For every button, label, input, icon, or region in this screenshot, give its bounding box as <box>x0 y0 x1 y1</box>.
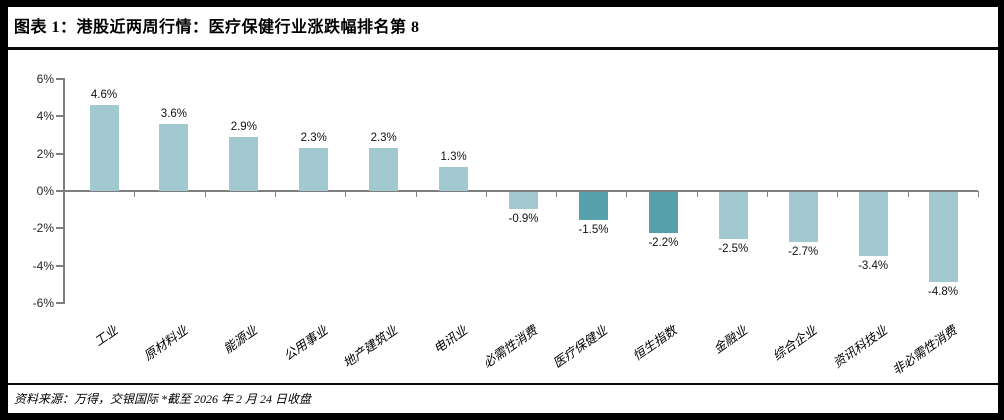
bar-医疗保健业 <box>578 192 608 221</box>
x-axis-label: 恒生指数 <box>630 323 680 364</box>
bar-必需性消费 <box>509 192 539 209</box>
x-axis-tick <box>767 191 769 197</box>
bar-电讯业 <box>439 166 469 191</box>
x-axis-tick <box>907 191 909 197</box>
bar-value-label: 2.3% <box>300 131 327 144</box>
bar-value-label: -2.2% <box>648 237 679 250</box>
x-axis-label: 公用事业 <box>281 323 331 364</box>
x-axis-tick <box>837 191 839 197</box>
x-axis-tick <box>626 191 628 197</box>
bar-能源业 <box>229 136 259 191</box>
bar-value-label: 2.3% <box>370 131 397 144</box>
x-axis-tick <box>415 191 417 197</box>
frame-border-left <box>0 0 8 420</box>
y-axis-tick <box>56 190 63 192</box>
x-axis-label: 能源业 <box>221 323 261 357</box>
x-axis-label: 地产建筑业 <box>340 323 401 371</box>
bar-金融业 <box>718 192 748 239</box>
y-axis-label: -2% <box>32 221 54 236</box>
y-axis-label: 4% <box>36 109 54 124</box>
frame-border-bottom <box>0 413 1004 420</box>
x-axis-tick <box>274 191 276 197</box>
y-axis-tick <box>56 152 63 155</box>
x-axis-label: 金融业 <box>710 323 750 357</box>
y-axis-tick <box>56 227 63 230</box>
x-axis-label: 医疗保健业 <box>550 323 610 371</box>
bar-工业 <box>89 104 119 191</box>
y-axis-label: 6% <box>36 71 54 86</box>
y-axis-label: -4% <box>32 258 54 273</box>
y-axis-tick <box>56 115 63 118</box>
x-axis-label: 原材料业 <box>141 323 191 364</box>
bar-value-label: 3.6% <box>160 107 188 120</box>
bar-非必需性消费 <box>928 192 958 282</box>
y-axis-label: 2% <box>36 146 54 161</box>
frame-border-right <box>998 0 1004 420</box>
y-axis-label: -6% <box>32 296 54 311</box>
figure-title: 图表 1：港股近两周行情：医疗保健行业涨跌幅排名第 8 <box>14 19 420 36</box>
footer-divider <box>8 383 998 385</box>
bar-原材料业 <box>159 123 189 191</box>
x-axis-tick <box>696 191 698 197</box>
source-note: 资料来源：万得，交银国际 *截至 2026 年 2 月 24 日收盘 <box>14 392 312 406</box>
frame-border-top <box>0 0 1004 7</box>
bar-value-label: 1.3% <box>440 150 467 163</box>
x-axis-label: 必需性消费 <box>480 323 540 371</box>
bar-恒生指数 <box>648 192 678 234</box>
x-axis-label: 非必需性消费 <box>889 323 960 378</box>
y-axis-tick <box>56 302 63 305</box>
bar-value-label: -4.8% <box>928 285 959 298</box>
x-axis-label: 电讯业 <box>431 323 470 357</box>
x-axis-label: 工业 <box>91 323 121 350</box>
bar-公用事业 <box>299 147 329 191</box>
title-divider <box>8 47 998 50</box>
bar-value-label: -1.5% <box>578 224 609 237</box>
x-axis-tick <box>345 191 347 197</box>
bar-value-label: -2.7% <box>788 246 819 259</box>
x-axis-label: 资讯科技业 <box>830 323 890 371</box>
bar-综合企业 <box>788 192 818 243</box>
x-axis-tick <box>134 191 136 197</box>
x-axis-tick <box>978 191 979 197</box>
y-axis-label: 0% <box>36 184 54 198</box>
x-axis-line <box>64 190 978 192</box>
x-axis-tick <box>556 191 558 197</box>
bar-value-label: -2.5% <box>718 242 749 255</box>
bar-value-label: -0.9% <box>508 212 539 225</box>
bar-资讯科技业 <box>858 192 888 256</box>
x-axis-label: 综合企业 <box>770 323 820 364</box>
bar-地产建筑业 <box>369 147 399 191</box>
x-axis-tick <box>485 191 487 197</box>
bar-value-label: 2.9% <box>230 120 257 133</box>
bar-value-label: -3.4% <box>858 259 889 272</box>
x-axis-tick <box>204 191 206 197</box>
bar-value-label: 4.6% <box>90 88 118 101</box>
y-axis-tick <box>56 77 63 80</box>
y-axis-tick <box>56 264 63 267</box>
